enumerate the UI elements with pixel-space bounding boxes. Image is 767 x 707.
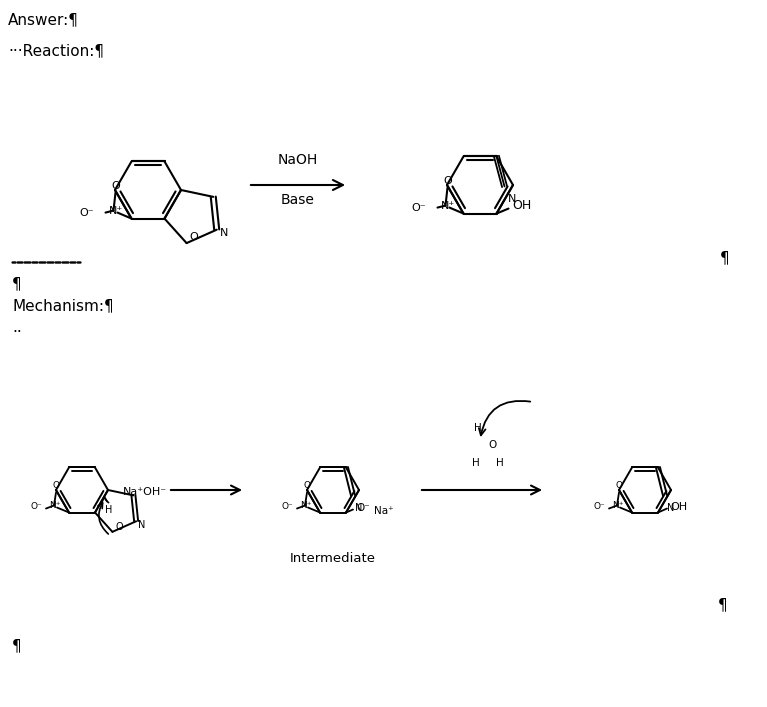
Text: O⁻: O⁻	[411, 203, 426, 213]
Text: N: N	[667, 503, 674, 513]
Text: ¶: ¶	[12, 276, 21, 291]
Text: H: H	[105, 505, 113, 515]
Text: O: O	[52, 481, 60, 489]
Text: N⁺: N⁺	[49, 501, 61, 510]
Text: H: H	[472, 458, 480, 468]
Text: H: H	[496, 458, 504, 468]
Text: N⁺: N⁺	[108, 206, 123, 216]
Text: Na⁺OH⁻: Na⁺OH⁻	[123, 487, 167, 497]
Text: Intermediate: Intermediate	[290, 552, 376, 565]
Text: ···Reaction:¶: ···Reaction:¶	[8, 43, 104, 58]
Text: O⁻: O⁻	[356, 503, 370, 513]
Text: ¶: ¶	[720, 250, 729, 266]
Text: N⁺: N⁺	[612, 501, 624, 510]
Text: O⁻: O⁻	[30, 502, 42, 511]
Text: O: O	[488, 440, 496, 450]
Text: N: N	[138, 520, 146, 530]
Text: O: O	[189, 232, 199, 242]
Text: N: N	[508, 194, 516, 204]
Text: NaOH: NaOH	[278, 153, 318, 167]
Text: H: H	[474, 423, 482, 433]
Text: O: O	[304, 481, 311, 489]
Text: Base: Base	[281, 193, 315, 207]
Text: N⁺: N⁺	[300, 501, 311, 510]
Text: O⁻: O⁻	[281, 502, 293, 511]
Text: O⁻: O⁻	[79, 208, 94, 218]
Text: ¶: ¶	[12, 638, 21, 653]
Text: Na⁺: Na⁺	[374, 506, 393, 515]
Text: ¶: ¶	[718, 597, 728, 612]
Text: O⁻: O⁻	[593, 502, 605, 511]
Text: N⁺: N⁺	[440, 201, 455, 211]
Text: OH: OH	[670, 501, 687, 512]
Text: ··: ··	[12, 325, 21, 340]
Text: Mechanism:¶: Mechanism:¶	[12, 298, 114, 313]
Text: O: O	[111, 180, 120, 191]
Text: N: N	[355, 503, 362, 513]
Text: O: O	[443, 175, 452, 185]
Text: O: O	[115, 522, 123, 532]
Text: N: N	[219, 228, 228, 238]
Text: OH: OH	[512, 199, 532, 212]
Text: Answer:¶: Answer:¶	[8, 12, 79, 27]
Text: O: O	[615, 481, 623, 489]
